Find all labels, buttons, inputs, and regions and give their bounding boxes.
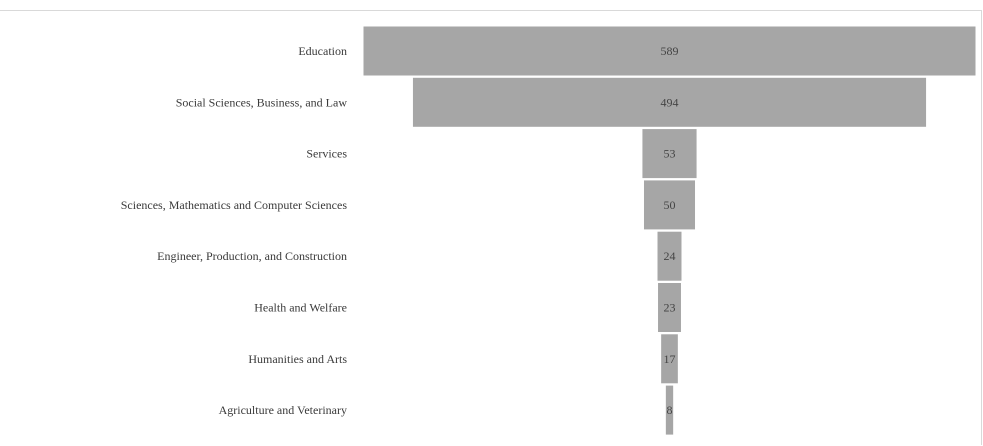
category-label: Sciences, Mathematics and Computer Scien… xyxy=(121,198,348,212)
category-label: Engineer, Production, and Construction xyxy=(157,249,347,263)
funnel-bar xyxy=(657,282,682,333)
funnel-bar xyxy=(642,179,697,231)
funnel-bar xyxy=(411,76,928,128)
funnel-bar xyxy=(660,333,679,385)
category-label: Agriculture and Veterinary xyxy=(219,403,347,417)
data-label: 8 xyxy=(667,403,673,417)
data-label: 50 xyxy=(664,198,676,212)
data-label: 589 xyxy=(661,44,679,58)
category-label: Services xyxy=(306,147,347,161)
funnel-bar xyxy=(641,128,698,180)
category-label: Humanities and Arts xyxy=(248,352,347,366)
data-label: 24 xyxy=(664,249,676,263)
category-label: Social Sciences, Business, and Law xyxy=(176,95,348,109)
data-label: 494 xyxy=(661,95,679,109)
funnel-bar xyxy=(656,230,683,282)
funnel-bar xyxy=(664,384,675,436)
funnel-bar xyxy=(362,25,977,77)
data-label: 17 xyxy=(664,352,676,366)
category-label: Health and Welfare xyxy=(254,301,347,315)
chart-frame xyxy=(0,10,982,445)
category-label: Education xyxy=(298,44,347,58)
data-label: 53 xyxy=(664,147,676,161)
data-label: 23 xyxy=(664,301,676,315)
